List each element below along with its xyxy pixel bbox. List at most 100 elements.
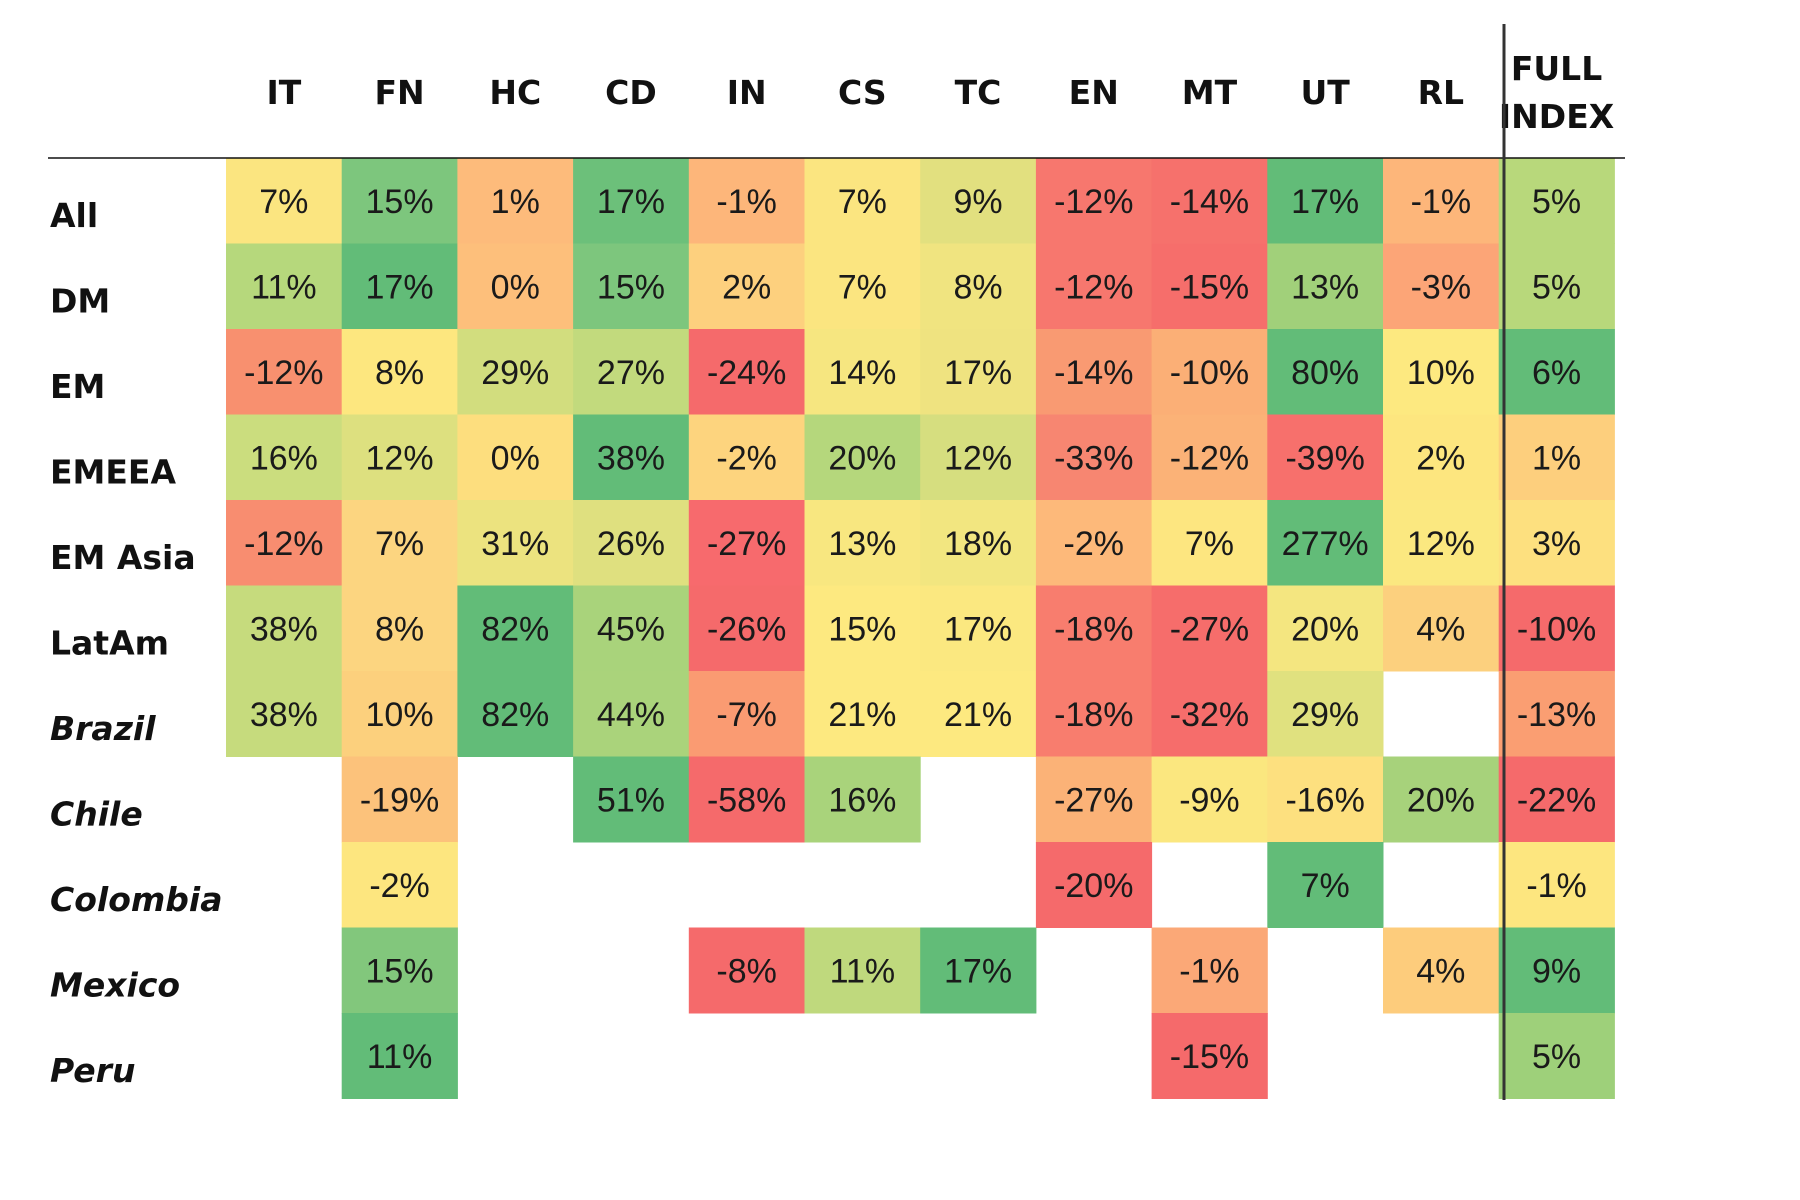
cell-value-mexico-tc: 17%	[944, 952, 1012, 990]
heatmap-cell-em-cd	[573, 329, 690, 415]
heatmap-cell-em-ut	[1267, 329, 1384, 415]
column-label-full-index-part-2: INDEX	[1499, 97, 1614, 136]
column-label-ut: UT	[1300, 73, 1350, 112]
heatmap-cell-em-asia-in	[688, 500, 805, 586]
heatmap-cell-latam-rl	[1383, 585, 1500, 672]
heatmap-cell-emeea-fn	[341, 414, 458, 501]
heatmap-cell-all-it	[226, 158, 343, 244]
heatmap-cell-dm-hc	[457, 243, 574, 330]
column-label-rl: RL	[1418, 73, 1464, 112]
heatmap-cell-em-full-index	[1498, 329, 1615, 415]
heatmap-cell-brazil-hc	[457, 671, 574, 757]
column-label-fn: FN	[374, 73, 424, 112]
heatmap-cell-brazil-tc	[920, 671, 1037, 757]
heatmap-cell-em-fn	[341, 329, 458, 415]
heatmap-cell-all-cs	[804, 158, 921, 244]
heatmap-cell-em-asia-en	[1035, 500, 1153, 586]
cell-value-chile-cd: 51%	[597, 781, 665, 819]
cell-value-em-asia-in: -27%	[707, 525, 786, 563]
heatmap-cell-em-en	[1035, 329, 1153, 415]
heatmap-cell-latam-hc	[457, 585, 574, 672]
column-label-full-index-part-1: FULL	[1511, 49, 1602, 88]
cell-value-mexico-cs: 11%	[830, 952, 896, 990]
cell-value-all-it: 7%	[259, 183, 308, 221]
cell-value-em-rl: 10%	[1407, 354, 1475, 392]
cell-value-chile-rl: 20%	[1407, 781, 1475, 819]
heatmap-cell-chile-ut	[1267, 756, 1384, 843]
heatmap-cell-chile-mt	[1151, 756, 1268, 843]
cell-value-chile-full-index: -22%	[1517, 781, 1596, 819]
cell-value-all-hc: 1%	[491, 183, 540, 221]
cell-value-em-ut: 80%	[1291, 354, 1359, 392]
cell-value-brazil-fn: 10%	[366, 696, 434, 734]
cell-value-em-hc: 29%	[481, 354, 549, 392]
cell-value-latam-ut: 20%	[1291, 610, 1359, 648]
heatmap-cell-emeea-hc	[457, 414, 574, 501]
heatmap-cell-all-rl	[1383, 158, 1500, 244]
cell-value-em-mt: -10%	[1170, 354, 1249, 392]
cell-value-all-cs: 7%	[838, 183, 887, 221]
heatmap-cell-brazil-ut	[1267, 671, 1384, 757]
cell-value-chile-cs: 16%	[828, 781, 896, 819]
heatmap-cell-em-mt	[1151, 329, 1268, 415]
heatmap-cell-latam-tc	[920, 585, 1037, 672]
heatmap-cell-em-cs	[804, 329, 921, 415]
column-label-it: IT	[266, 73, 301, 112]
heatmap-cell-chile-in	[688, 756, 805, 843]
heatmap-cell-emeea-en	[1035, 414, 1153, 501]
cell-value-em-asia-fn: 7%	[375, 525, 424, 563]
heatmap-cell-emeea-rl	[1383, 414, 1500, 501]
cell-value-brazil-ut: 29%	[1291, 696, 1359, 734]
column-label-in: IN	[727, 73, 767, 112]
heatmap-cell-latam-in	[688, 585, 805, 672]
heatmap-cell-mexico-in	[688, 927, 805, 1014]
heatmap-cells: 7% 15% 1% 17% -1% 7% 9% -12% -14% 17% -1% 5% 11% 17% 0…	[226, 158, 1615, 1099]
heatmap-cell-chile-fn	[341, 756, 458, 843]
cell-value-dm-full-index: 5%	[1532, 268, 1581, 306]
cell-value-em-en: -14%	[1054, 354, 1133, 392]
heatmap-cell-all-tc	[920, 158, 1037, 244]
cell-value-brazil-cs: 21%	[828, 696, 896, 734]
row-label-latam: LatAm	[50, 623, 169, 662]
cell-value-all-cd: 17%	[597, 183, 665, 221]
column-label-mt: MT	[1182, 73, 1238, 112]
heatmap-cell-dm-fn	[341, 243, 458, 330]
heatmap-cell-em-asia-cs	[804, 500, 921, 586]
row-label-em: EM	[50, 367, 105, 406]
cell-value-dm-it: 11%	[251, 268, 317, 306]
cell-value-all-ut: 17%	[1291, 183, 1359, 221]
cell-value-brazil-in: -7%	[716, 696, 776, 734]
heatmap-cell-mexico-rl	[1383, 927, 1500, 1014]
cell-value-dm-hc: 0%	[491, 268, 540, 306]
heatmap-cell-all-in	[688, 158, 805, 244]
cell-value-dm-in: 2%	[722, 268, 771, 306]
column-label-hc: HC	[489, 73, 541, 112]
cell-value-emeea-hc: 0%	[491, 439, 540, 477]
heatmap-cell-em-asia-fn	[341, 500, 458, 586]
cell-value-chile-in: -58%	[707, 781, 786, 819]
cell-value-all-en: -12%	[1054, 183, 1133, 221]
heatmap-cell-latam-ut	[1267, 585, 1384, 672]
cell-value-colombia-full-index: -1%	[1526, 867, 1586, 905]
heatmap-cell-brazil-en	[1035, 671, 1153, 757]
row-label-peru: Peru	[50, 1051, 135, 1090]
heatmap-cell-dm-rl	[1383, 243, 1500, 330]
heatmap-cell-em-asia-rl	[1383, 500, 1500, 586]
cell-value-latam-full-index: -10%	[1517, 610, 1596, 648]
cell-value-brazil-full-index: -13%	[1517, 696, 1596, 734]
heatmap-cell-em-asia-tc	[920, 500, 1037, 586]
heatmap-cell-latam-fn	[341, 585, 458, 672]
heatmap-cell-peru-fn	[341, 1013, 458, 1099]
cell-value-mexico-full-index: 9%	[1532, 952, 1581, 990]
heatmap-cell-latam-full-index	[1498, 585, 1615, 672]
column-labels: IT FN HC CD IN CS TC EN MT UT RL FULL INDEX	[266, 49, 1614, 136]
heatmap-cell-em-asia-ut	[1267, 500, 1384, 586]
heatmap-cell-emeea-mt	[1151, 414, 1268, 501]
cell-value-dm-cs: 7%	[838, 268, 887, 306]
cell-value-em-asia-hc: 31%	[481, 525, 549, 563]
cell-value-em-asia-full-index: 3%	[1532, 525, 1581, 563]
cell-value-latam-rl: 4%	[1416, 610, 1465, 648]
cell-value-chile-en: -27%	[1054, 781, 1133, 819]
cell-value-latam-en: -18%	[1054, 610, 1133, 648]
heatmap-cell-latam-mt	[1151, 585, 1268, 672]
